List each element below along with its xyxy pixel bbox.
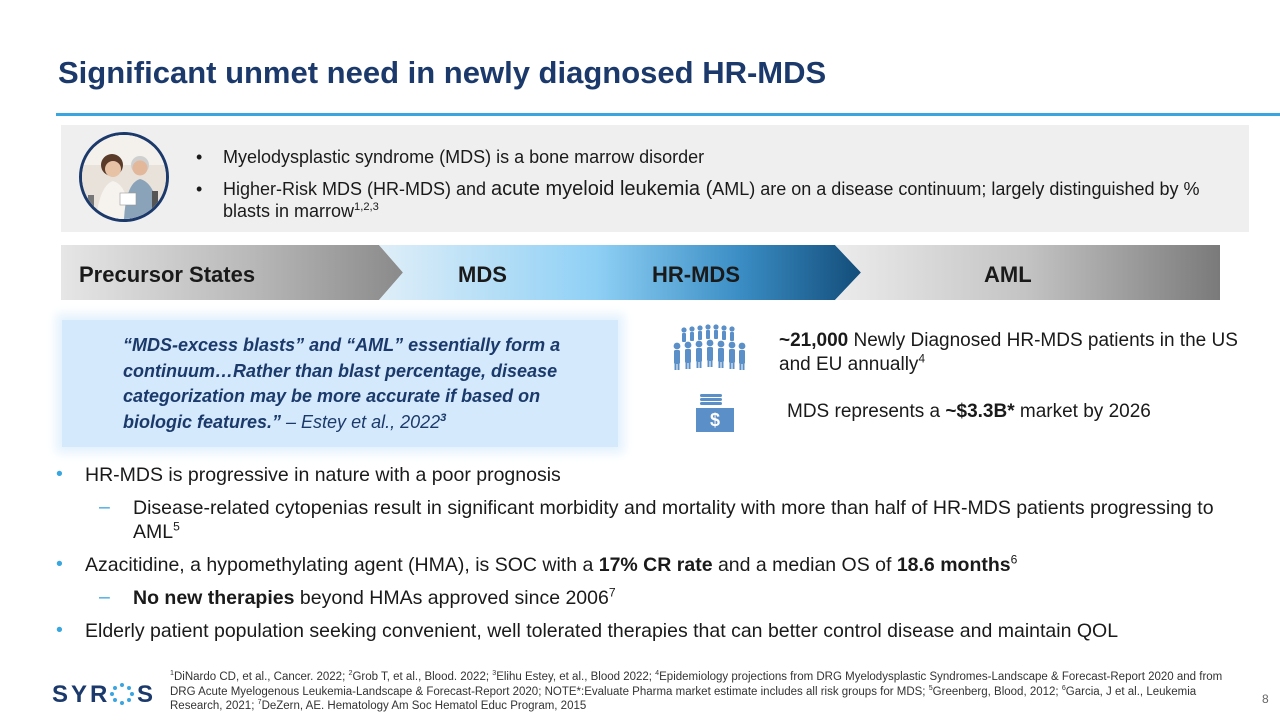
svg-text:SYR: SYR [52, 681, 110, 707]
footnote-number: 1 [170, 669, 174, 678]
footnote-ref: 5 [173, 519, 180, 534]
main-bullets: • HR-MDS is progressive in nature with a… [56, 463, 1256, 652]
patients-stat: ~21,000 Newly Diagnosed HR-MDS patients … [779, 329, 1249, 377]
intro-bullet-text-emphasis: acute myeloid leukemia ( [491, 178, 713, 200]
list-item: • Elderly patient population seeking con… [56, 619, 1256, 643]
segment-mds [379, 245, 861, 300]
intro-bullets: • Myelodysplastic syndrome (MDS) is a bo… [196, 146, 1236, 232]
footnote-ref: 1,2,3 [354, 201, 379, 213]
dash-marker: – [99, 496, 110, 518]
market-text: MDS represents a [787, 401, 946, 422]
footnote-text: Elihu Estey, et al., Blood 2022; [496, 671, 656, 683]
footnote-number: 4 [655, 669, 660, 678]
list-item: • Azacitidine, a hypomethylating agent (… [56, 553, 1256, 577]
cr-rate: 17% CR rate [598, 554, 713, 576]
label-aml: AML [984, 262, 1032, 287]
median-os: 18.6 months [896, 554, 1011, 576]
market-value: ~$3.3B* [945, 401, 1015, 422]
patient-photo [79, 132, 169, 222]
disease-continuum-band: Precursor States MDS HR-MDS AML [61, 245, 1220, 300]
quote-text: “MDS-excess blasts” and “AML” essentiall… [123, 335, 561, 432]
list-item: – No new therapies beyond HMAs approved … [56, 586, 1256, 610]
footnote-ref: 4 [918, 352, 925, 366]
dollar-sign-glyph: $ [709, 410, 720, 430]
footnote-ref: 6 [1010, 552, 1018, 567]
footnote-ref: 7 [608, 585, 616, 600]
list-item: • HR-MDS is progressive in nature with a… [56, 463, 1256, 487]
money-stack-icon: $ [694, 392, 736, 434]
svg-text:S: S [137, 681, 153, 707]
intro-bullet-item: • Higher-Risk MDS (HR-MDS) and acute mye… [196, 178, 1236, 222]
list-item-text: Disease-related cytopenias result in sig… [133, 497, 1214, 543]
intro-bullet-text: Myelodysplastic syndrome (MDS) is a bone… [223, 147, 705, 167]
page-number: 8 [1262, 692, 1269, 706]
intro-panel [61, 125, 1249, 232]
list-item-text: and a median OS of [712, 554, 897, 576]
footnote-number: 7 [257, 698, 262, 707]
bullet-marker: • [56, 619, 63, 641]
quote-panel [62, 320, 618, 447]
market-text: market by 2026 [1014, 401, 1151, 422]
list-item-text: beyond HMAs approved since 2006 [294, 587, 609, 609]
footnote-text: Grob T, et al., Blood. 2022; [352, 671, 493, 683]
list-item: – Disease-related cytopenias result in s… [56, 496, 1256, 544]
patients-text: Newly Diagnosed HR-MDS patients in the U… [779, 330, 1238, 375]
footnote-ref: 3 [440, 411, 447, 424]
label-hr-mds: HR-MDS [652, 262, 740, 287]
segment-aml [835, 245, 1220, 300]
footnote-number: 3 [492, 669, 497, 678]
bullet-marker: • [56, 463, 63, 485]
dash-marker: – [99, 586, 110, 608]
people-group-icon [673, 324, 746, 370]
quote-citation: – Estey et al., 2022 [281, 411, 441, 432]
footnote-text: DiNardo CD, et al., Cancer. 2022; [173, 671, 349, 683]
bullet-marker: • [196, 147, 203, 167]
list-item-emphasis: No new therapies [133, 587, 295, 609]
footnote-references: 1DiNardo CD, et al., Cancer. 2022; 2Grob… [170, 670, 1232, 714]
patients-count: ~21,000 [779, 330, 849, 351]
intro-bullet-text: Higher-Risk MDS (HR-MDS) and [223, 179, 492, 199]
footnote-number: 6 [1061, 683, 1066, 692]
continuum-arrows [61, 245, 1220, 300]
footnote-text: Greenberg, Blood, 2012; [932, 685, 1062, 698]
list-item-text: Elderly patient population seeking conve… [85, 620, 1119, 642]
market-stat: MDS represents a ~$3.3B* market by 2026 [787, 400, 1247, 424]
bullet-marker: • [196, 179, 203, 199]
syros-logo: SYR S [50, 679, 160, 708]
footnote-number: 5 [928, 683, 933, 692]
list-item-text: HR-MDS is progressive in nature with a p… [85, 464, 561, 486]
footnote-number: 2 [348, 669, 353, 678]
label-precursor-states: Precursor States [79, 262, 256, 287]
label-mds: MDS [458, 262, 507, 287]
title-underline [56, 113, 1280, 116]
footnote-text: DeZern, AE. Hematology Am Soc Hematol Ed… [261, 700, 587, 712]
segment-precursor [61, 245, 403, 300]
intro-bullet-item: • Myelodysplastic syndrome (MDS) is a bo… [196, 146, 1236, 168]
page-title: Significant unmet need in newly diagnose… [58, 55, 827, 90]
footnote-text: Garcia, J et al., Leukemia Research, 202… [170, 685, 1197, 713]
intro-bullet-text: AML) are on a disease continuum; largely… [223, 179, 1200, 221]
footnote-text: Epidemiology projections from DRG Myelod… [170, 671, 1223, 698]
quote: “MDS-excess blasts” and “AML” essentiall… [123, 333, 603, 435]
list-item-text: Azacitidine, a hypomethylating agent (HM… [85, 554, 599, 576]
bullet-marker: • [56, 553, 63, 575]
